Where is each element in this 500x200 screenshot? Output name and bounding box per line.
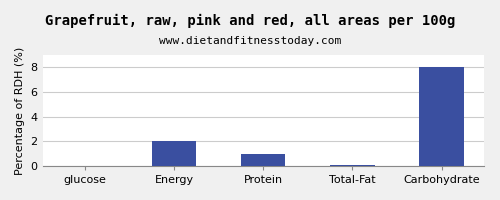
Bar xyxy=(241,154,286,166)
Y-axis label: Percentage of RDH (%): Percentage of RDH (%) xyxy=(15,46,25,175)
Text: Grapefruit, raw, pink and red, all areas per 100g: Grapefruit, raw, pink and red, all areas… xyxy=(45,14,455,28)
Bar xyxy=(419,67,464,166)
Bar xyxy=(330,165,374,166)
Bar xyxy=(152,141,196,166)
Text: www.dietandfitnesstoday.com: www.dietandfitnesstoday.com xyxy=(159,36,341,46)
